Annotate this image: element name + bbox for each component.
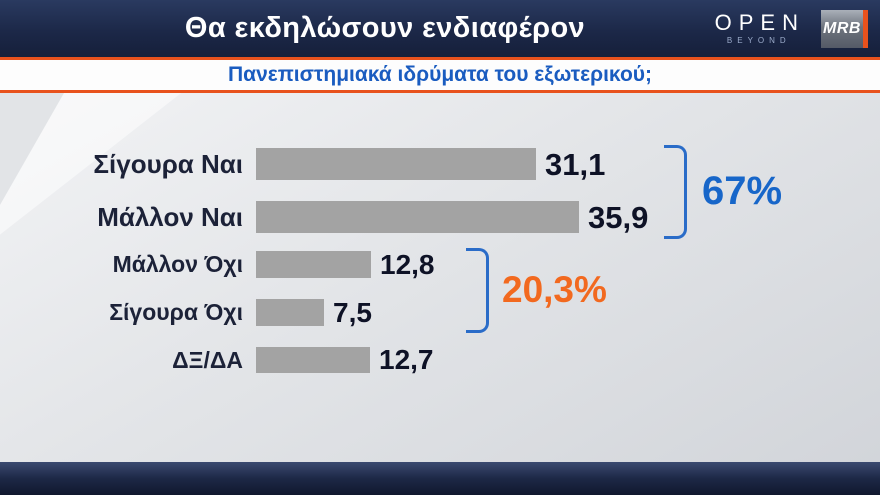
bar-value: 31,1 — [545, 146, 606, 182]
open-channel-logo: OPEN BEYOND — [708, 12, 805, 45]
bar — [256, 201, 579, 233]
bar-label: Σίγουρα Ναι — [93, 149, 243, 179]
group-bracket-no — [466, 248, 489, 333]
footer-bar — [0, 462, 880, 495]
bar — [256, 347, 370, 373]
mrb-logo-text: MRB — [823, 19, 861, 37]
group-total-no: 20,3% — [502, 269, 607, 310]
open-logo-tagline: BEYOND — [726, 36, 791, 45]
bar-row: Σίγουρα Όχι 7,5 — [0, 296, 372, 328]
bar-label: Σίγουρα Όχι — [109, 299, 243, 325]
open-logo-text: OPEN — [714, 10, 805, 35]
bar-value: 35,9 — [588, 199, 649, 235]
bar — [256, 299, 324, 326]
page-title: Θα εκδηλώσουν ενδιαφέρον — [184, 12, 586, 44]
group-total-yes: 67% — [702, 169, 783, 213]
chart-area: Σίγουρα Ναι 31,1 Μάλλον Ναι 35,9 Μάλλον … — [0, 93, 880, 462]
group-bracket-yes — [664, 145, 687, 239]
mrb-agency-logo: MRB — [821, 9, 868, 48]
bar-row: ΔΞ/ΔΑ 12,7 — [0, 344, 434, 375]
logo-group: OPEN BEYOND MRB — [708, 0, 868, 57]
bar — [256, 148, 536, 180]
header-bar: Θα εκδηλώσουν ενδιαφέρον OPEN BEYOND MRB — [0, 0, 880, 57]
bar-label: Μάλλον Όχι — [112, 251, 243, 277]
bar-row: Μάλλον Ναι 35,9 — [0, 201, 648, 233]
bar — [256, 251, 371, 278]
bar-value: 7,5 — [333, 296, 372, 328]
bar-label: Μάλλον Ναι — [97, 202, 243, 232]
bar-row: Μάλλον Όχι 12,8 — [0, 248, 435, 280]
bar-value: 12,7 — [379, 344, 434, 375]
chart-question: Πανεπιστημιακά ιδρύματα του εξωτερικού; — [228, 63, 652, 86]
subtitle-strip: Πανεπιστημιακά ιδρύματα του εξωτερικού; — [0, 57, 880, 93]
bar-row: Σίγουρα Ναι 31,1 — [0, 148, 605, 180]
bar-value: 12,8 — [380, 248, 435, 280]
bar-label: ΔΞ/ΔΑ — [172, 346, 243, 373]
